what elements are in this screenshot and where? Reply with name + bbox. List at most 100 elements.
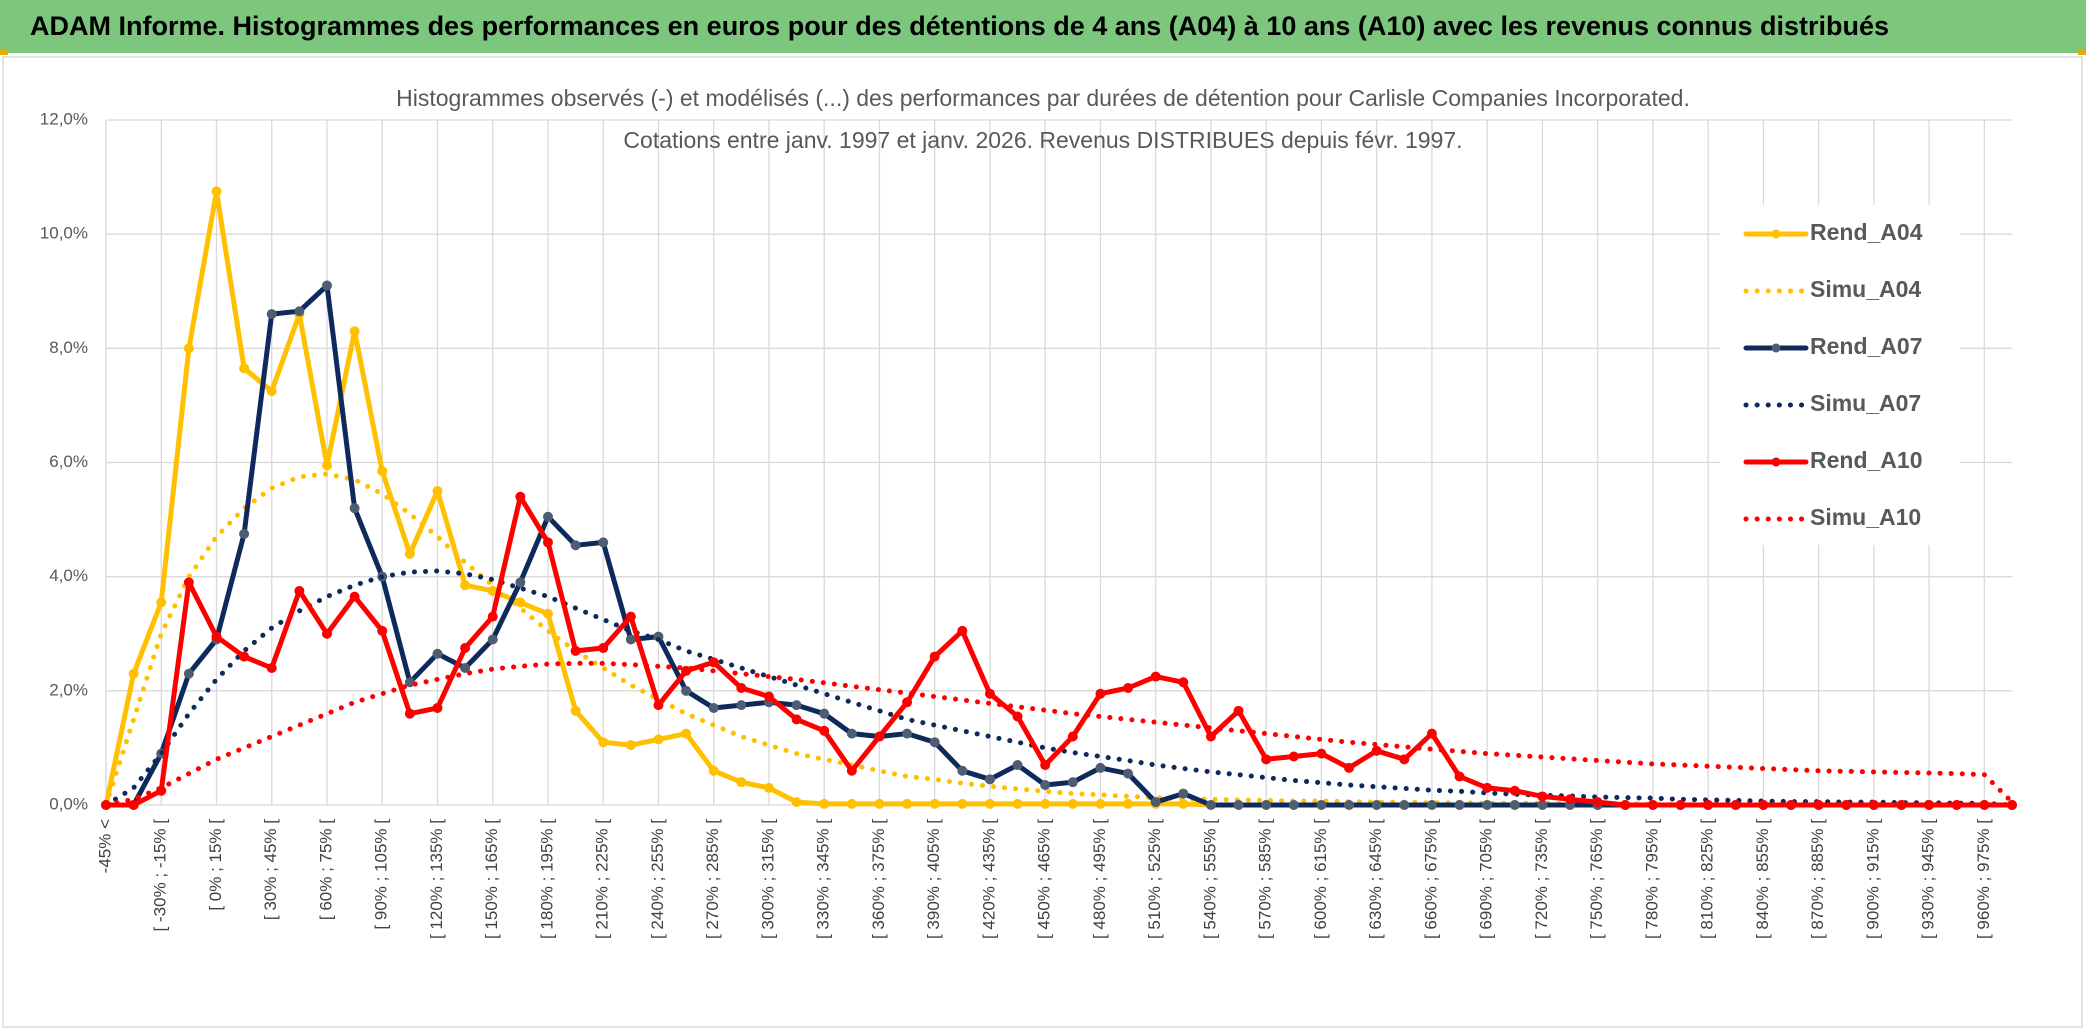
data-point [791,714,802,725]
data-point [846,765,857,776]
data-point [1868,800,1879,810]
data-point [1399,800,1410,810]
data-point [1786,800,1797,810]
data-point [653,734,664,745]
x-tick-label: -45% < [95,819,114,873]
data-point [819,725,830,736]
data-point [1150,797,1161,808]
data-point [349,326,360,337]
data-point [183,577,194,588]
data-point [1095,762,1106,773]
data-point [1261,754,1272,765]
data-point [1371,800,1382,810]
data-point [1730,800,1741,810]
data-point [598,537,609,548]
data-point [1565,794,1576,805]
data-point [1067,798,1078,809]
legend-marker [1771,229,1781,239]
data-point [1040,798,1051,809]
data-point [1509,800,1520,810]
data-point [929,651,940,662]
data-point [515,597,526,608]
data-point [902,697,913,708]
x-tick-label: [ 630% ; 645% [ [1366,819,1385,939]
x-tick-label: [ 420% ; 435% [ [979,819,998,939]
y-tick-label: 0,0% [49,794,88,813]
data-point [1178,677,1189,688]
data-point [432,486,443,497]
data-point [1758,800,1769,810]
x-tick-label: [ 810% ; 825% [ [1698,819,1717,939]
x-tick-label: [ 570% ; 585% [ [1256,819,1275,939]
data-point [1537,791,1548,802]
x-tick-label: [ 300% ; 315% [ [758,819,777,939]
data-point [1261,800,1272,810]
x-tick-label: [ 690% ; 705% [ [1477,819,1496,939]
data-point [1205,731,1216,742]
data-point [1012,798,1023,809]
x-tick-label: [ -30% ; -15% [ [151,819,170,932]
legend-marker [1771,343,1781,353]
x-tick-label: [ 450% ; 465% [ [1035,819,1054,939]
data-point [1482,782,1493,793]
legend-marker [1771,457,1781,467]
data-point [819,708,830,719]
data-point [266,309,277,320]
data-point [957,625,968,636]
x-tick-label: [ 210% ; 225% [ [593,819,612,939]
data-point [1150,671,1161,682]
x-tick-label: [ 900% ; 915% [ [1863,819,1882,939]
x-tick-label: [ 780% ; 795% [ [1642,819,1661,939]
x-tick-label: [ 600% ; 615% [ [1311,819,1330,939]
legend-label: Simu_A07 [1810,390,1921,416]
data-point [1067,731,1078,742]
data-point [791,700,802,711]
data-point [515,491,526,502]
x-tick-label: [ 150% ; 165% [ [482,819,501,939]
data-point [1233,800,1244,810]
data-point [1095,798,1106,809]
data-point [681,728,692,739]
x-tick-label: [ 180% ; 195% [ [537,819,556,939]
data-point [1316,800,1327,810]
data-point [902,728,913,739]
legend-label: Rend_A07 [1810,333,1922,359]
data-point [239,363,250,374]
legend-label: Simu_A10 [1810,504,1921,530]
legend-box [1720,205,1960,545]
data-point [321,628,332,639]
data-point [1067,777,1078,788]
data-point [404,677,415,688]
header-accent [0,50,8,55]
data-point [1841,800,1852,810]
data-point [1924,800,1935,810]
data-point [1620,800,1631,810]
data-point [625,740,636,751]
legend-label: Simu_A04 [1810,276,1921,302]
data-point [266,663,277,673]
header-bar [0,0,2086,53]
data-point [183,343,194,354]
data-point [1426,728,1437,739]
x-tick-label: [ 360% ; 375% [ [869,819,888,939]
data-point [1979,800,1990,810]
data-point [1288,800,1299,810]
data-point [239,651,250,662]
data-point [1205,800,1216,810]
data-point [736,682,747,693]
x-tick-label: [ 0% ; 15% [ [206,819,225,911]
data-point [128,668,139,679]
data-point [487,611,498,622]
data-point [653,700,664,711]
data-point [1703,800,1714,810]
data-point [763,782,774,793]
data-point [570,705,581,716]
data-point [598,643,609,654]
data-point [1344,762,1355,773]
x-tick-label: [ 60% ; 75% [ [316,819,335,920]
chart-frame [2,56,2083,1028]
y-tick-label: 10,0% [40,224,88,243]
x-tick-label: [ 30% ; 45% [ [261,819,280,920]
data-point [1675,800,1686,810]
